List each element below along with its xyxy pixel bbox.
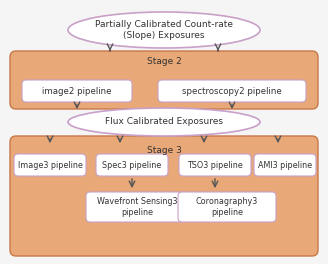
Text: AMI3 pipeline: AMI3 pipeline [258, 161, 312, 169]
FancyBboxPatch shape [10, 51, 318, 109]
Text: Flux Calibrated Exposures: Flux Calibrated Exposures [105, 117, 223, 126]
FancyBboxPatch shape [179, 154, 251, 176]
FancyBboxPatch shape [158, 80, 306, 102]
Text: Spec3 pipeline: Spec3 pipeline [102, 161, 162, 169]
FancyBboxPatch shape [96, 154, 168, 176]
FancyBboxPatch shape [22, 80, 132, 102]
FancyBboxPatch shape [14, 154, 86, 176]
Text: Coronagraphy3
pipeline: Coronagraphy3 pipeline [196, 197, 258, 217]
FancyBboxPatch shape [86, 192, 188, 222]
Text: Stage 3: Stage 3 [147, 146, 181, 155]
Text: Image3 pipeline: Image3 pipeline [18, 161, 82, 169]
Text: TSO3 pipeline: TSO3 pipeline [187, 161, 243, 169]
Text: image2 pipeline: image2 pipeline [42, 87, 112, 96]
Text: spectroscopy2 pipeline: spectroscopy2 pipeline [182, 87, 282, 96]
Text: Partially Calibrated Count-rate
(Slope) Exposures: Partially Calibrated Count-rate (Slope) … [95, 20, 233, 40]
Ellipse shape [68, 108, 260, 136]
FancyBboxPatch shape [178, 192, 276, 222]
Ellipse shape [68, 12, 260, 48]
FancyBboxPatch shape [10, 136, 318, 256]
Text: Wavefront Sensing3
pipeline: Wavefront Sensing3 pipeline [97, 197, 177, 217]
Text: Stage 2: Stage 2 [147, 57, 181, 66]
FancyBboxPatch shape [254, 154, 316, 176]
